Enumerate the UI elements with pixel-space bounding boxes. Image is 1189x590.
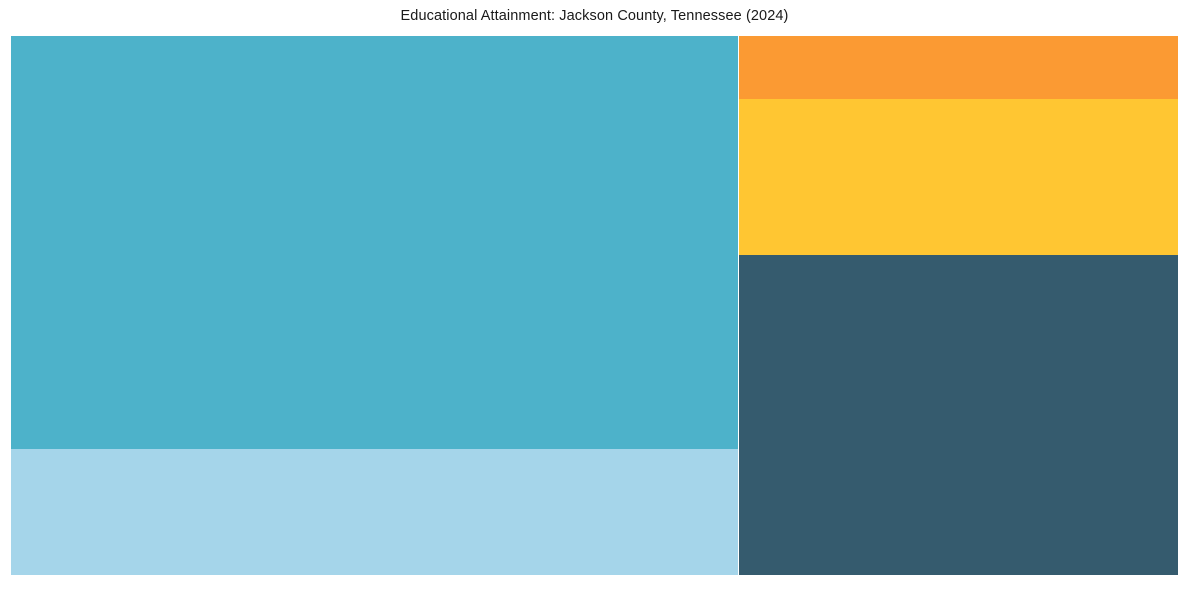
chart-title: Educational Attainment: Jackson County, … [400,8,789,24]
treemap-column-divider [737,36,739,575]
treemap-plot-area: High school graduate Some college or ass… [11,36,1178,575]
treemap-column-right: Graduate or professional degree Bachelor… [738,36,1178,575]
treemap-tile-less-than-high-school[interactable]: Less than high school [738,254,1178,575]
treemap-tile-high-school-graduate[interactable]: High school graduate [11,36,739,449]
treemap-column-left: High school graduate Some college or ass… [11,36,739,575]
treemap-tile-some-college-or-associate-degree[interactable]: Some college or associate degree [11,448,739,575]
treemap-tile-graduate-or-professional-degree[interactable]: Graduate or professional degree [738,36,1178,99]
treemap-tile-bachelors-degree[interactable]: Bachelor's degree [738,99,1178,255]
